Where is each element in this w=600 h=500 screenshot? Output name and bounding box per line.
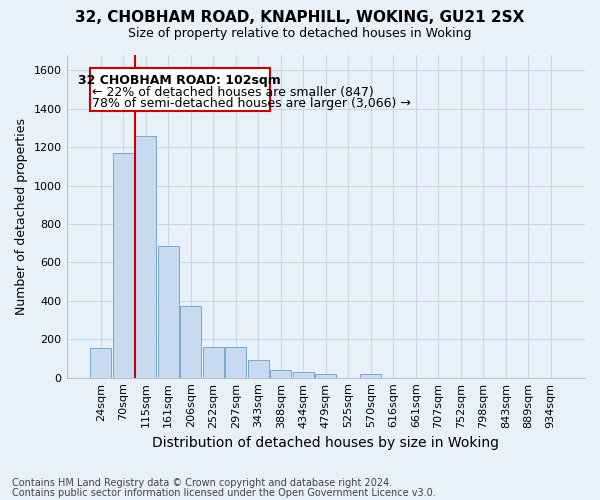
Text: Contains HM Land Registry data © Crown copyright and database right 2024.: Contains HM Land Registry data © Crown c… [12, 478, 392, 488]
Bar [135, 136, 157, 378]
X-axis label: Distribution of detached houses by size in Woking: Distribution of detached houses by size … [152, 436, 499, 450]
Y-axis label: Number of detached properties: Number of detached properties [15, 118, 28, 315]
Bar [270, 370, 292, 378]
Text: Contains public sector information licensed under the Open Government Licence v3: Contains public sector information licen… [12, 488, 436, 498]
Bar [248, 360, 269, 378]
Text: 78% of semi-detached houses are larger (3,066) →: 78% of semi-detached houses are larger (… [92, 98, 410, 110]
Text: 32 CHOBHAM ROAD: 102sqm: 32 CHOBHAM ROAD: 102sqm [78, 74, 281, 87]
Bar [158, 246, 179, 378]
Text: 32, CHOBHAM ROAD, KNAPHILL, WOKING, GU21 2SX: 32, CHOBHAM ROAD, KNAPHILL, WOKING, GU21… [76, 10, 524, 25]
Bar [293, 372, 314, 378]
Bar [315, 374, 337, 378]
Text: Size of property relative to detached houses in Woking: Size of property relative to detached ho… [128, 28, 472, 40]
Bar [90, 348, 112, 378]
Bar [225, 347, 247, 378]
Bar [113, 153, 134, 378]
FancyBboxPatch shape [89, 68, 269, 110]
Bar [203, 347, 224, 378]
Bar [180, 306, 202, 378]
Bar [360, 374, 382, 378]
Text: ← 22% of detached houses are smaller (847): ← 22% of detached houses are smaller (84… [92, 86, 374, 98]
